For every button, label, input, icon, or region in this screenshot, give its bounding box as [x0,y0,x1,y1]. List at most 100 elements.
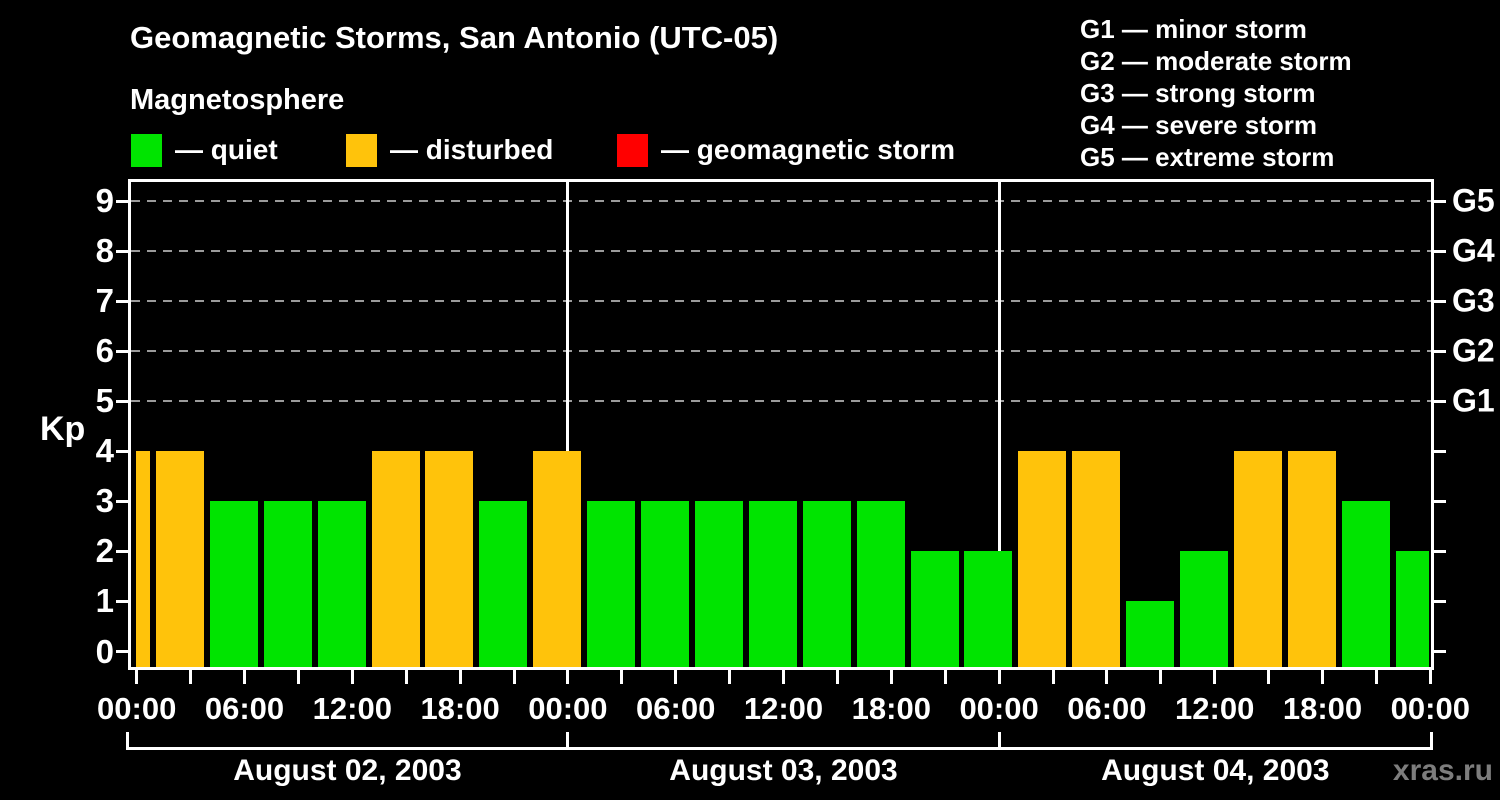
watermark: xras.ru [1392,754,1493,787]
x-tick [782,670,785,684]
y-tick-label: 5 [95,382,114,420]
gridline-kp5 [131,400,1431,403]
kp-bar [856,501,905,667]
kp-bar [1126,601,1175,667]
x-tick [1267,670,1271,684]
x-tick [350,670,354,684]
y-tick-left [116,549,128,553]
x-tick [1051,670,1055,684]
x-tick [889,670,893,684]
x-tick [997,670,1001,684]
y-tick-label: 7 [95,282,114,320]
y-tick-right [1434,549,1446,553]
chart-title: Geomagnetic Storms, San Antonio (UTC-05) [130,20,779,55]
kp-bar [1287,451,1336,667]
x-tick [512,670,516,684]
day-boundary-line [997,182,1001,667]
y-tick-label: 6 [95,332,114,370]
kp-bar [317,501,366,667]
g-scale-legend-item-g3: G3 — strong storm [1080,78,1316,108]
disturbed-legend-label: — disturbed [390,134,554,165]
y-tick-right [1434,650,1446,653]
y-tick-right [1434,599,1446,603]
y-tick-right [1434,299,1446,303]
y-tick-label: 1 [95,582,114,620]
y-tick-label: 9 [95,182,114,220]
x-tick [296,670,300,684]
kp-bar [748,501,797,667]
x-tick [943,670,947,684]
gridline-kp8 [131,250,1431,253]
y-tick-right [1434,499,1446,503]
y-tick-label: 8 [95,232,114,270]
x-tick [835,670,839,684]
g-scale-legend-item-g1: G1 — minor storm [1080,14,1307,44]
y-tick-label: 2 [95,532,114,570]
kp-bar [371,451,420,667]
g-level-label-g4: G4 [1452,232,1495,269]
g-level-label-g1: G1 [1452,382,1495,419]
x-tick-label: 18:00 [851,691,931,726]
kp-bar [479,501,528,667]
x-tick [1213,670,1217,684]
x-tick [1428,670,1432,684]
disturbed-legend-swatch [346,134,377,167]
plot-border-right [1431,179,1434,670]
g-scale-legend-item-g2: G2 — moderate storm [1080,46,1352,76]
y-tick-left [116,599,128,603]
x-tick-label: 18:00 [1282,691,1363,726]
kp-bar [802,501,851,667]
y-tick-left [116,199,128,203]
gridline-kp9 [131,200,1431,203]
plot-border-left [128,179,131,670]
geomagnetic-storm-legend-swatch [617,134,648,167]
y-axis-title: Kp [40,410,86,448]
day-bracket-tick [566,732,570,750]
x-tick [1374,670,1378,684]
day-bracket-tick [1430,732,1433,750]
x-tick-label: 12:00 [1175,691,1255,726]
kp-bar [964,551,1013,667]
x-tick [674,670,678,684]
g-scale-legend-item-g5: G5 — extreme storm [1080,142,1335,172]
y-tick-right [1434,249,1446,253]
x-tick [728,670,732,684]
kp-bar [263,501,312,667]
kp-bar [1180,551,1228,667]
x-tick [458,670,462,684]
g-level-label-g5: G5 [1452,182,1495,219]
y-tick-left [116,299,128,303]
kp-bar [910,551,959,667]
kp-bar [1395,551,1430,667]
x-tick-label: 12:00 [312,691,392,726]
quiet-legend-label: — quiet [175,134,278,165]
y-tick-left [116,499,128,503]
day-bracket-tick [125,732,129,750]
y-tick-right [1434,449,1446,453]
x-tick [620,670,624,684]
geomagnetic-storm-legend-label: — geomagnetic storm [661,134,956,165]
kp-bar [694,501,743,667]
kp-bar [1018,451,1067,667]
x-tick-label: 12:00 [743,691,824,726]
x-tick-label: 00:00 [959,691,1039,726]
y-tick-right [1434,399,1446,403]
kp-bar [641,501,689,667]
y-tick-label: 3 [95,482,114,520]
plot-border-top [128,179,1434,182]
y-tick-left [116,449,128,453]
kp-bar [587,501,636,667]
x-tick [135,670,139,684]
chart-subtitle: Magnetosphere [130,84,345,116]
x-tick-label: 00:00 [1390,691,1470,726]
plot-border-bottom [128,667,1434,670]
x-tick-label: 06:00 [636,691,716,726]
quiet-legend-swatch [131,134,162,167]
x-tick-label: 00:00 [97,691,177,726]
day-label: August 04, 2003 [1101,754,1330,787]
y-tick-right [1434,349,1446,353]
x-tick [189,670,193,684]
y-tick-left [116,399,128,403]
kp-bar [209,501,258,667]
